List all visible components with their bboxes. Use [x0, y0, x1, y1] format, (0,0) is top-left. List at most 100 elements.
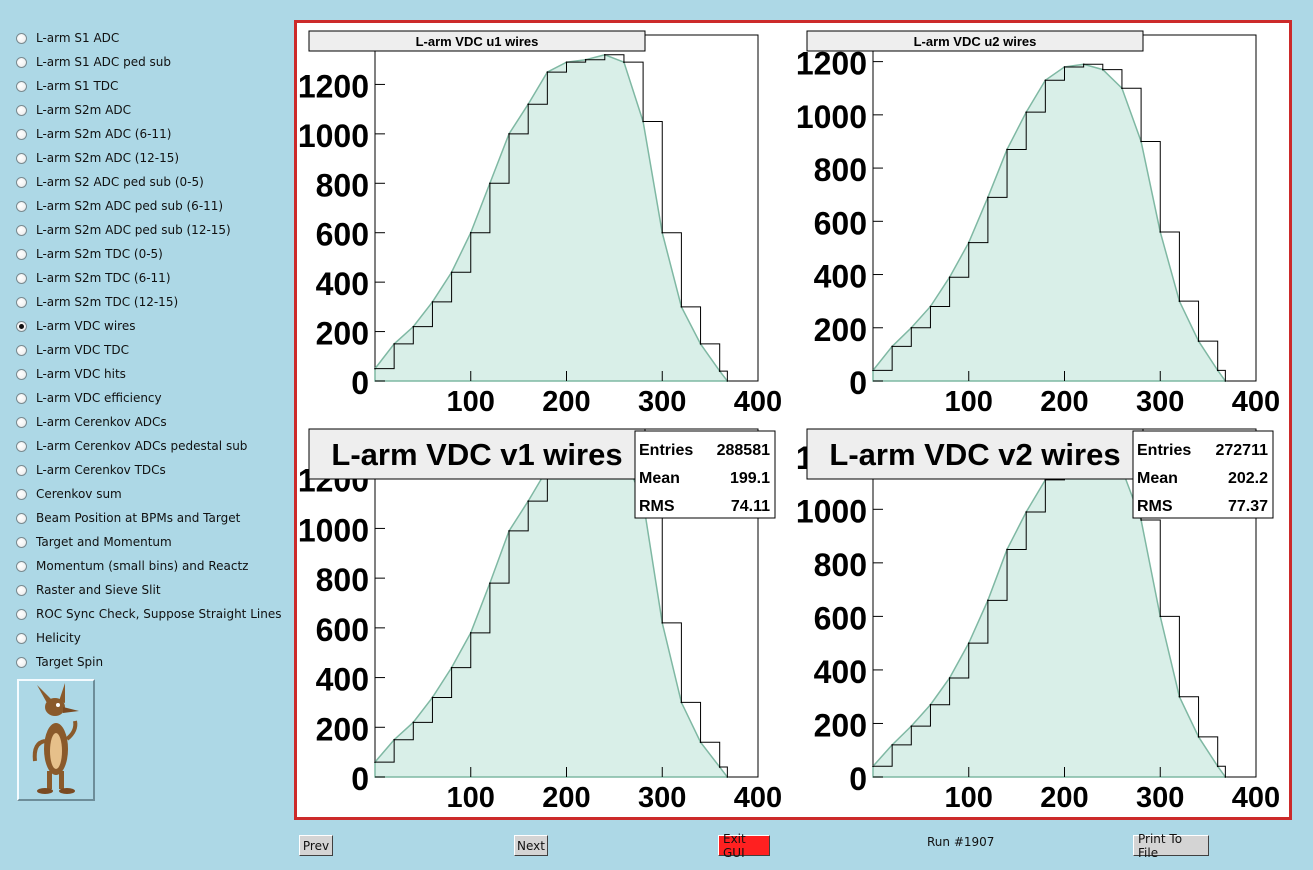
menu-radio-item[interactable]: Helicity [16, 626, 81, 650]
x-tick-label: 300 [1136, 386, 1184, 418]
y-tick-label: 200 [814, 312, 867, 348]
print-to-file-button[interactable]: Print To File [1133, 832, 1209, 860]
menu-radio-item[interactable]: Momentum (small bins) and Reactz [16, 554, 248, 578]
menu-radio-item[interactable]: L-arm VDC efficiency [16, 386, 162, 410]
menu-radio-item[interactable]: L-arm Cerenkov ADCs [16, 410, 167, 434]
histogram-bin [1140, 519, 1142, 521]
y-tick-label: 400 [316, 266, 369, 302]
next-button[interactable]: Next [514, 835, 548, 856]
menu-radio-item[interactable]: L-arm S2m ADC [16, 98, 131, 122]
radio-button-icon[interactable] [16, 656, 27, 668]
menu-radio-item[interactable]: L-arm S2m TDC (0-5) [16, 242, 163, 266]
menu-radio-item[interactable]: Raster and Sieve Slit [16, 578, 161, 602]
prev-button[interactable]: Prev [299, 835, 333, 856]
menu-radio-item[interactable]: L-arm S1 TDC [16, 74, 118, 98]
menu-radio-item[interactable]: L-arm S2m ADC ped sub (12-15) [16, 218, 231, 242]
y-tick-label: 800 [814, 547, 867, 583]
radio-button-icon[interactable] [16, 560, 27, 572]
radio-button-icon[interactable] [16, 488, 27, 500]
histogram-bin [489, 182, 491, 185]
menu-radio-item[interactable]: ROC Sync Check, Suppose Straight Lines [16, 602, 281, 626]
radio-button-icon[interactable] [16, 320, 27, 332]
radio-button-icon[interactable] [16, 608, 27, 620]
histogram-bin [1224, 776, 1227, 778]
menu-radio-item[interactable]: Target and Momentum [16, 530, 172, 554]
menu-item-label: L-arm Cerenkov ADCs pedestal sub [36, 439, 248, 453]
radio-button-icon[interactable] [16, 200, 27, 212]
menu-radio-item[interactable]: L-arm VDC wires [16, 314, 135, 338]
histogram-bin [1025, 111, 1027, 113]
radio-button-icon[interactable] [16, 176, 27, 188]
histogram-bin [987, 196, 989, 199]
radio-button-icon[interactable] [16, 344, 27, 356]
menu-item-label: L-arm S2m ADC ped sub (6-11) [36, 199, 224, 213]
radio-button-icon[interactable] [16, 128, 27, 140]
radio-button-icon[interactable] [16, 536, 27, 548]
histogram-bin [431, 301, 434, 303]
histogram-bin [450, 666, 453, 669]
menu-radio-item[interactable]: L-arm S1 ADC ped sub [16, 50, 171, 74]
run-number-label: Run #1907 [927, 835, 995, 849]
radio-button-icon[interactable] [16, 632, 27, 644]
radio-button-icon[interactable] [16, 248, 27, 260]
histogram-bin [642, 120, 644, 123]
menu-radio-item[interactable]: L-arm VDC TDC [16, 338, 129, 362]
plot-title-box [308, 428, 646, 480]
histogram-bin [680, 701, 683, 704]
histogram-bin [431, 696, 434, 699]
radio-button-icon[interactable] [16, 152, 27, 164]
menu-radio-item[interactable]: L-arm VDC hits [16, 362, 126, 386]
y-tick-label: 600 [316, 612, 369, 648]
menu-item-label: Target Spin [36, 655, 104, 669]
radio-button-icon[interactable] [16, 272, 27, 284]
radio-button-icon[interactable] [16, 392, 27, 404]
histogram-bin [450, 271, 453, 274]
histogram-bin [1102, 68, 1104, 71]
histogram-bin [661, 622, 664, 624]
menu-item-label: L-arm S2m ADC (6-11) [36, 127, 172, 141]
menu-radio-item[interactable]: L-arm S2m ADC (12-15) [16, 146, 179, 170]
radio-button-icon[interactable] [16, 368, 27, 380]
radio-button-icon[interactable] [16, 80, 27, 92]
y-tick-label: 600 [814, 205, 867, 241]
radio-button-icon[interactable] [16, 512, 27, 524]
menu-radio-item[interactable]: L-arm S1 ADC [16, 26, 119, 50]
menu-item-label: L-arm VDC hits [36, 367, 126, 381]
menu-radio-item[interactable]: L-arm Cerenkov ADCs pedestal sub [16, 434, 247, 458]
menu-radio-item[interactable]: Target Spin [16, 650, 103, 674]
menu-radio-item[interactable]: L-arm S2 ADC ped sub (0-5) [16, 170, 204, 194]
menu-radio-item[interactable]: Cerenkov sum [16, 482, 122, 506]
radio-button-icon[interactable] [16, 32, 27, 44]
radio-button-icon[interactable] [16, 296, 27, 308]
exit-gui-button[interactable]: Exit GUI [718, 832, 770, 860]
radio-button-icon[interactable] [16, 440, 27, 452]
y-tick-label: 0 [351, 761, 369, 797]
radio-button-icon[interactable] [16, 584, 27, 596]
menu-radio-item[interactable]: L-arm S2m TDC (12-15) [16, 290, 178, 314]
histogram-bin [508, 133, 510, 135]
menu-radio-item[interactable]: Beam Position at BPMs and Target [16, 506, 240, 530]
plot-title: L-arm VDC v1 wires [331, 437, 622, 472]
histogram-bin [1044, 79, 1047, 82]
histogram-bin [527, 500, 529, 502]
menu-radio-item[interactable]: L-arm Cerenkov TDCs [16, 458, 166, 482]
menu-item-label: L-arm S2 ADC ped sub (0-5) [36, 175, 204, 189]
y-tick-label: 800 [316, 562, 369, 598]
stats-value: 288581 [717, 442, 770, 459]
histogram-fill [374, 53, 729, 382]
coyote-logo[interactable] [17, 679, 95, 801]
y-tick-label: 200 [814, 707, 867, 743]
menu-item-label: L-arm VDC wires [36, 319, 136, 333]
histogram-bin [1121, 87, 1123, 90]
y-tick-label: 0 [849, 761, 867, 797]
radio-button-icon[interactable] [16, 224, 27, 236]
menu-item-label: Target and Momentum [36, 535, 172, 549]
menu-radio-item[interactable]: L-arm S2m ADC ped sub (6-11) [16, 194, 223, 218]
radio-button-icon[interactable] [16, 464, 27, 476]
menu-radio-item[interactable]: L-arm S2m ADC (6-11) [16, 122, 171, 146]
menu-radio-item[interactable]: L-arm S2m TDC (6-11) [16, 266, 171, 290]
radio-button-icon[interactable] [16, 416, 27, 428]
radio-button-icon[interactable] [16, 104, 27, 116]
histogram-bin [718, 370, 721, 372]
radio-button-icon[interactable] [16, 56, 27, 68]
